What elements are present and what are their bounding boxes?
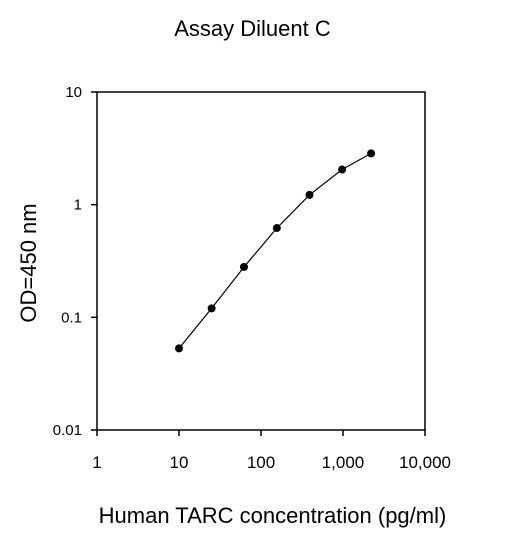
plot-frame [96, 91, 426, 431]
x-axis-label: Human TARC concentration (pg/ml) [98, 503, 447, 528]
y-tick-label-3: 10 [65, 84, 82, 101]
data-point-0 [175, 344, 183, 353]
data-point-3 [272, 224, 281, 233]
series-line-0 [178, 152, 372, 349]
data-point-1 [207, 304, 216, 313]
y-tick-label-1: 0.1 [61, 309, 82, 326]
data-point-2 [239, 262, 248, 271]
x-tick-label-4: 10,000 [399, 453, 451, 472]
y-axis-label: OD=450 nm [16, 203, 41, 323]
x-tick-label-0: 1 [92, 453, 101, 472]
chart-title: Assay Diluent C [174, 16, 331, 41]
data-point-5 [338, 165, 347, 174]
y-tick-label-0: 0.01 [53, 422, 82, 439]
data-point-4 [305, 190, 314, 199]
x-tick-label-2: 100 [247, 453, 275, 472]
y-tick-label-2: 1 [74, 197, 82, 214]
x-tick-label-1: 10 [170, 453, 189, 472]
x-axis-ticks: 1 10 100 1,000 10,000 [92, 430, 451, 472]
data-series [175, 149, 376, 353]
y-axis-ticks: 0.01 0.1 1 10 [53, 84, 97, 439]
data-point-6 [367, 149, 376, 158]
x-tick-label-3: 1,000 [322, 453, 365, 472]
